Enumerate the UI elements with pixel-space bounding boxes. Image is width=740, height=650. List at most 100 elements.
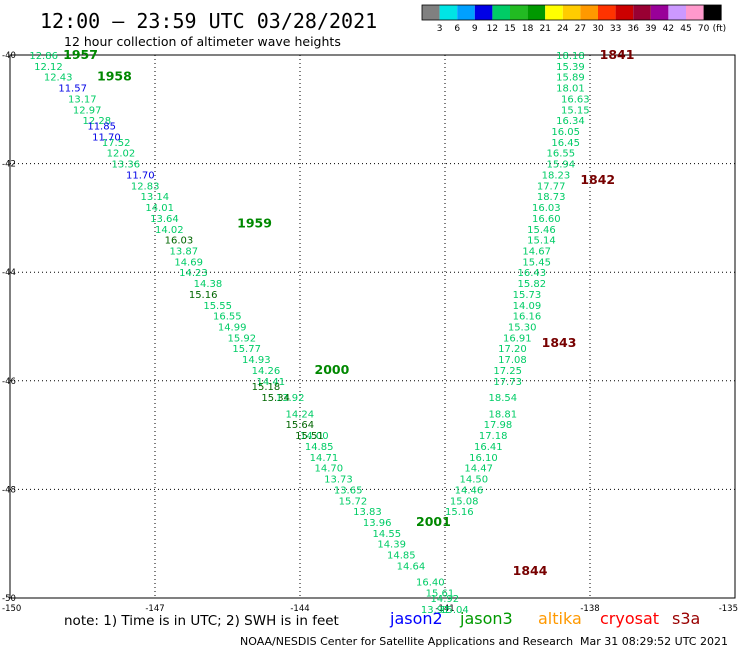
wave-height-label: 16.63 xyxy=(561,94,590,105)
wave-height-label: 12.43 xyxy=(44,73,73,84)
wave-height-label: 13.65 xyxy=(334,485,363,496)
y-tick-label: -48 xyxy=(2,485,16,495)
colorbar-frame xyxy=(421,4,722,21)
wave-height-label: 13.87 xyxy=(170,246,199,257)
pass-time-label: 1843 xyxy=(542,335,577,350)
colorbar-swatch xyxy=(439,5,458,20)
wave-height-label: 14.64 xyxy=(397,561,426,572)
wave-height-label: 11.70 xyxy=(92,132,121,143)
wave-height-label: 16.05 xyxy=(551,127,580,138)
x-tick-label: -141 xyxy=(435,604,454,614)
colorbar-tick-label: 12 xyxy=(487,24,498,34)
pass-time-label: 1959 xyxy=(237,215,272,230)
colorbar-tick-label: 24 xyxy=(557,24,569,34)
colorbar-swatch xyxy=(633,5,651,20)
wave-height-label: 14.71 xyxy=(310,453,339,464)
colorbar-tick-label: 39 xyxy=(645,24,657,34)
pass-time-label: 2001 xyxy=(416,514,451,529)
header: 12:00 — 23:59 UTC 03/28/2021 12 hour col… xyxy=(40,9,377,49)
wave-height-label: 17.20 xyxy=(498,344,527,355)
wave-height-label: 11.57 xyxy=(58,84,87,95)
wave-height-label: 15.73 xyxy=(513,290,542,301)
wave-height-label: 14.39 xyxy=(377,540,406,551)
wave-height-label: 14.85 xyxy=(305,442,334,453)
colorbar-swatch xyxy=(703,5,722,20)
wave-height-label: 15.18 xyxy=(252,382,281,393)
colorbar-tick-label: 15 xyxy=(504,24,515,34)
wave-height-label: 11.70 xyxy=(126,170,155,181)
chart-title: 12:00 — 23:59 UTC 03/28/2021 xyxy=(40,9,377,33)
colorbar-legend: 3 6 9 12 15 18 21 24 27 30 33 36 39 42 45 70 (ft) xyxy=(421,4,726,34)
x-tick-label: -138 xyxy=(580,604,599,614)
wave-height-label: 16.16 xyxy=(513,312,542,323)
colorbar-tick-label: 33 xyxy=(610,24,621,34)
footer-note: note: 1) Time is in UTC; 2) SWH is in fe… xyxy=(64,613,339,629)
wave-height-label: 15.46 xyxy=(527,225,556,236)
colorbar-swatch xyxy=(492,5,510,20)
wave-height-label: 15.08 xyxy=(450,496,479,507)
wave-height-label: 15.16 xyxy=(189,290,218,301)
footer-timestamp: Mar 31 08:29:52 UTC 2021 xyxy=(580,635,728,648)
wave-height-label: 15.77 xyxy=(232,344,261,355)
pass-time-label: 1842 xyxy=(580,172,615,187)
wave-height-label: 14.46 xyxy=(455,485,484,496)
wave-height-label: 15.16 xyxy=(445,507,474,518)
wave-height-label: 16.55 xyxy=(547,149,576,160)
colorbar-tick-label: 9 xyxy=(472,24,478,34)
wave-height-label: 15.34 xyxy=(261,393,290,404)
wave-height-label: 11.85 xyxy=(87,122,116,133)
wave-height-label: 15.45 xyxy=(522,257,551,268)
wave-height-label: 12.97 xyxy=(73,105,102,116)
y-tick-label: -40 xyxy=(2,51,16,61)
colorbar-swatch xyxy=(474,5,493,20)
wave-height-label: 15.94 xyxy=(547,160,576,171)
wave-height-label: 14.02 xyxy=(155,225,184,236)
colorbar-swatch xyxy=(598,5,616,20)
wave-height-label: 14.99 xyxy=(218,323,247,334)
pass-time-label: 1958 xyxy=(97,69,132,84)
colorbar-tick-label: 70 xyxy=(698,24,710,34)
wave-height-label: 12.83 xyxy=(131,181,160,192)
wave-height-label: 13.17 xyxy=(68,94,97,105)
colorbar-tick-label: 45 xyxy=(680,24,691,34)
x-tick-label: -147 xyxy=(145,604,164,614)
colorbar-tick-label: 21 xyxy=(539,24,550,34)
plot-area: -40-42-44-46-48-50 -150 -147 -144 -141 -138-… xyxy=(2,47,738,616)
pass-time-label: 1957 xyxy=(63,47,98,62)
satellite-legend-item: jason3 xyxy=(459,609,513,628)
wave-height-label: 15.92 xyxy=(228,333,257,344)
wave-height-label: 17.77 xyxy=(537,181,566,192)
wave-height-label: 13.91 xyxy=(421,605,450,616)
colorbar-swatch xyxy=(686,5,704,20)
wave-height-label: 18.81 xyxy=(489,409,518,420)
wave-height-label: 12.28 xyxy=(83,116,112,127)
wave-height-label: 17.08 xyxy=(498,355,527,366)
wave-height-label: 15.14 xyxy=(527,236,556,247)
wave-height-label: 15.82 xyxy=(518,279,547,290)
wave-height-label: 12.12 xyxy=(34,62,63,73)
colorbar-swatch xyxy=(545,5,563,20)
wave-height-label: 15.30 xyxy=(508,323,537,334)
wave-height-label: 15.64 xyxy=(286,420,315,431)
grid-lines xyxy=(10,55,735,598)
wave-height-label: 14.93 xyxy=(242,355,271,366)
wave-height-label: 15.55 xyxy=(203,301,232,312)
colorbar-tick-label: 42 xyxy=(663,24,674,34)
colorbar-tick-label: 18 xyxy=(522,24,534,34)
wave-height-label: 17.98 xyxy=(484,420,513,431)
colorbar-tick-label: 30 xyxy=(592,24,604,34)
wave-height-label: 17.52 xyxy=(102,138,131,149)
colorbar-swatch xyxy=(527,5,546,20)
x-tick-labels: -150 -147 -144 -141 -138 -135 xyxy=(2,604,738,614)
satellite-legend-item: s3a xyxy=(672,609,700,628)
wave-height-label: 13.36 xyxy=(112,160,141,171)
wave-height-label: 18.54 xyxy=(489,393,518,404)
plot-frame xyxy=(9,54,736,599)
wave-height-label: 13.73 xyxy=(324,475,353,486)
wave-height-label: 16.91 xyxy=(503,333,532,344)
wave-height-label: 14.41 xyxy=(257,377,286,388)
wave-height-label: 14.23 xyxy=(179,268,208,279)
wave-height-label: 14.24 xyxy=(286,409,315,420)
x-tick-label: -150 xyxy=(2,604,21,614)
